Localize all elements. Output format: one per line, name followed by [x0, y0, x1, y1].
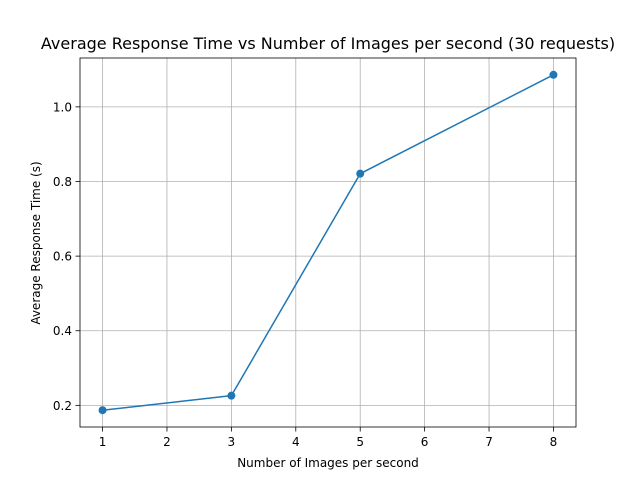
x-tick-label: 3 — [228, 435, 236, 449]
data-point — [98, 406, 107, 415]
y-tick-label: 0.6 — [53, 250, 72, 264]
x-tick-label: 8 — [550, 435, 558, 449]
x-tick-label: 4 — [292, 435, 300, 449]
chart-title: Average Response Time vs Number of Image… — [41, 34, 615, 53]
y-tick-label: 0.4 — [53, 324, 72, 338]
series-line — [102, 74, 554, 411]
data-point — [356, 169, 365, 178]
y-tick-label: 0.8 — [53, 175, 72, 189]
x-tick-label: 6 — [421, 435, 429, 449]
y-tick-label: 0.2 — [53, 399, 72, 413]
x-axis-ticks: 1 2 3 4 5 6 7 8 — [99, 427, 558, 449]
y-axis-label: Average Response Time (s) — [29, 161, 43, 324]
data-series — [98, 70, 558, 415]
y-tick-label: 1.0 — [53, 100, 72, 114]
x-axis-label: Number of Images per second — [237, 456, 419, 470]
y-axis-ticks: 0.2 0.4 0.6 0.8 1.0 — [53, 100, 80, 413]
x-tick-label: 7 — [485, 435, 493, 449]
x-tick-label: 2 — [163, 435, 171, 449]
data-point — [549, 70, 558, 79]
grid-lines — [80, 58, 576, 427]
x-tick-label: 5 — [356, 435, 364, 449]
data-point — [227, 391, 236, 400]
x-tick-label: 1 — [99, 435, 107, 449]
plot-frame — [79, 57, 577, 428]
